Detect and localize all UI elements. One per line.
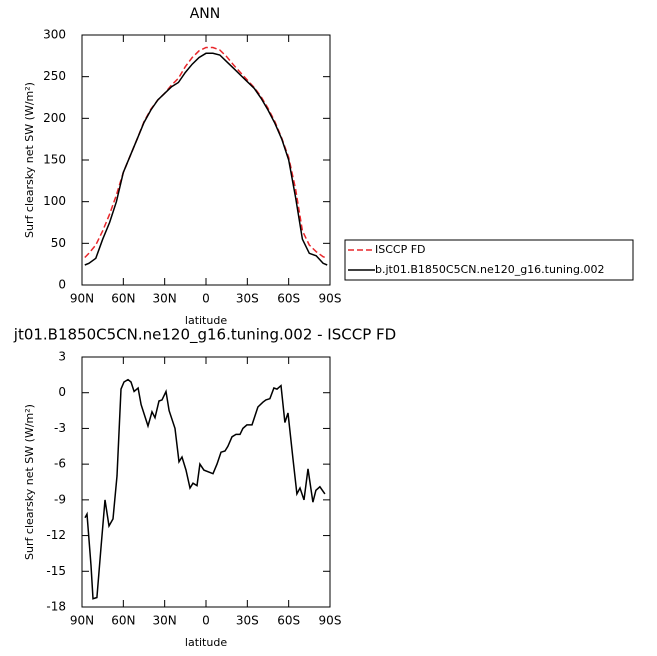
x-tick-label: 60N bbox=[111, 614, 135, 628]
x-axis-label: latitude bbox=[185, 636, 227, 649]
x-tick-label: 0 bbox=[202, 292, 210, 306]
y-tick-label: 3 bbox=[58, 350, 66, 364]
x-tick-label: 60N bbox=[111, 292, 135, 306]
y-tick-label: 300 bbox=[43, 28, 66, 42]
y-axis-label: Surf clearsky net SW (W/m²) bbox=[23, 82, 36, 238]
legend-label: ISCCP FD bbox=[375, 243, 426, 256]
plot-frame bbox=[81, 356, 331, 608]
y-tick-label: -3 bbox=[54, 421, 66, 435]
y-tick-label: -15 bbox=[46, 564, 66, 578]
y-tick-label: 150 bbox=[43, 153, 66, 167]
x-tick-label: 90N bbox=[70, 292, 94, 306]
x-tick-label: 30N bbox=[153, 614, 177, 628]
y-tick-label: -12 bbox=[46, 528, 66, 542]
x-tick-label: 30N bbox=[153, 292, 177, 306]
x-tick-label: 30S bbox=[236, 614, 259, 628]
y-tick-label: 250 bbox=[43, 69, 66, 83]
data-line bbox=[84, 378, 326, 600]
chart-title: ANN bbox=[190, 6, 221, 22]
y-tick-label: 0 bbox=[58, 278, 66, 292]
y-axis-label: Surf clearsky net SW (W/m²) bbox=[23, 404, 36, 560]
legend-box bbox=[344, 239, 634, 281]
x-tick-label: 60S bbox=[277, 614, 300, 628]
legend-label: b.jt01.B1850C5CN.ne120_g16.tuning.002 bbox=[375, 263, 604, 276]
x-tick-label: 90S bbox=[319, 614, 342, 628]
x-tick-label: 30S bbox=[236, 292, 259, 306]
y-tick-label: -9 bbox=[54, 492, 66, 506]
y-tick-label: 50 bbox=[51, 236, 66, 250]
x-tick-label: 90N bbox=[70, 614, 94, 628]
y-tick-label: 0 bbox=[58, 385, 66, 399]
y-tick-label: -18 bbox=[46, 600, 66, 614]
y-tick-label: 100 bbox=[43, 194, 66, 208]
x-tick-label: 90S bbox=[319, 292, 342, 306]
x-tick-label: 0 bbox=[202, 614, 210, 628]
x-axis-label: latitude bbox=[185, 314, 227, 327]
y-tick-label: -6 bbox=[54, 457, 66, 471]
x-tick-label: 60S bbox=[277, 292, 300, 306]
chart-title: jt01.B1850C5CN.ne120_g16.tuning.002 - IS… bbox=[13, 326, 396, 345]
data-line bbox=[84, 46, 328, 259]
data-line bbox=[84, 52, 328, 266]
y-tick-label: 200 bbox=[43, 111, 66, 125]
plot-frame bbox=[81, 34, 331, 286]
